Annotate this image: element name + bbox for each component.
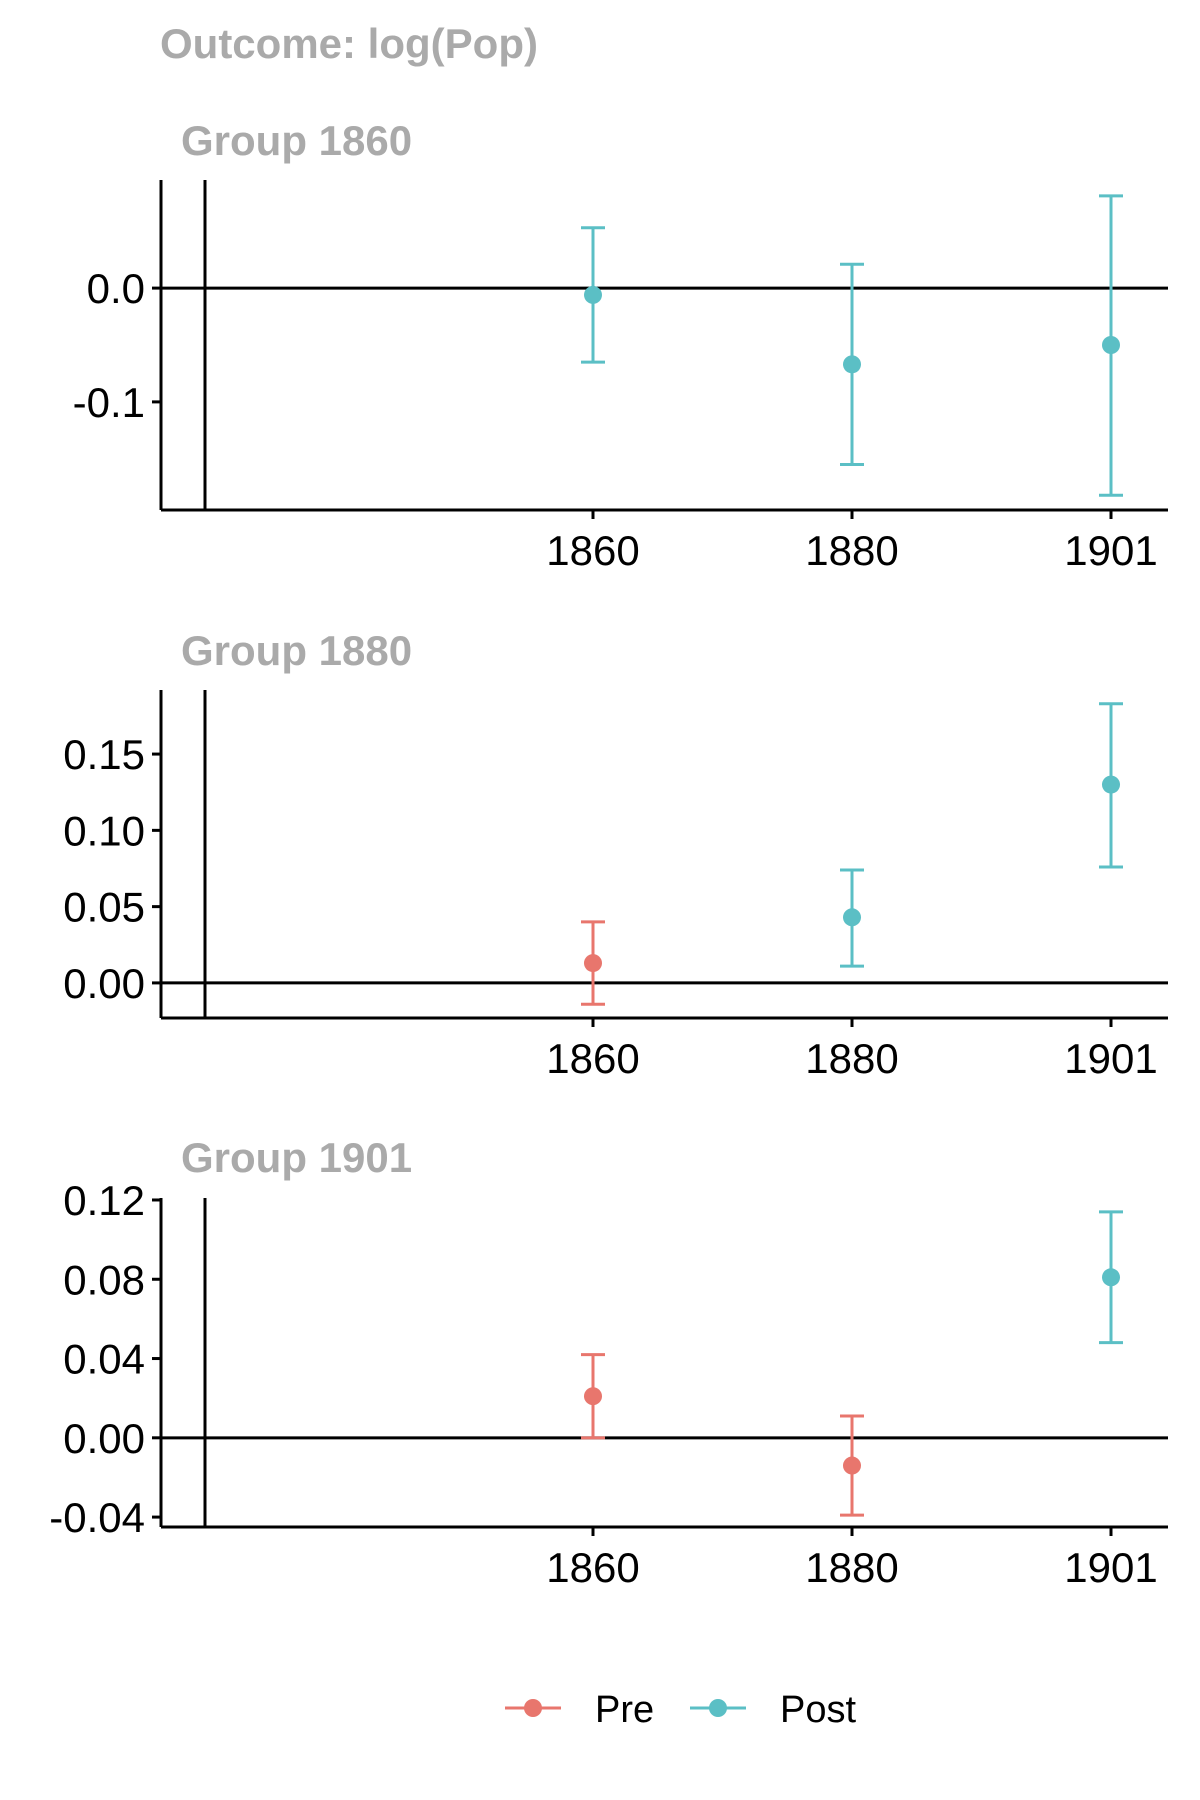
panel-subtitle: Group 1901 <box>181 1134 412 1181</box>
x-tick-label: 1860 <box>546 527 639 574</box>
x-tick-label: 1860 <box>546 1035 639 1082</box>
data-point <box>584 1387 602 1406</box>
figure-title: Outcome: log(Pop) <box>160 20 538 67</box>
y-tick-label: 0.12 <box>63 1177 145 1224</box>
x-tick-label: 1880 <box>805 527 898 574</box>
x-tick-label: 1880 <box>805 1035 898 1082</box>
legend-item-post: Post <box>690 1689 856 1731</box>
panel-3: Group 1901 0.12 0.08 0.04 0.00 -0.04 1860 1880 1… <box>49 1134 1168 1591</box>
x-tick-label: 1901 <box>1064 527 1157 574</box>
data-point <box>843 1456 861 1475</box>
panels: Group 1860 0.0 -0.1 1860 1880 1901 Group 1880 0… <box>49 117 1168 1591</box>
panel-2: Group 1880 0.15 0.10 0.05 0.00 1860 1880 1901 <box>63 627 1168 1082</box>
data-point <box>1102 1268 1120 1287</box>
legend-key-point <box>524 1699 542 1717</box>
y-tick-label: 0.10 <box>63 807 145 854</box>
panel-subtitle: Group 1860 <box>181 117 412 164</box>
y-tick-label: 0.0 <box>87 265 145 312</box>
data-point <box>843 908 861 927</box>
y-tick-label: 0.04 <box>63 1336 145 1383</box>
legend-item-pre: Pre <box>505 1689 654 1731</box>
y-tick-label: 0.08 <box>63 1256 145 1303</box>
x-tick-label: 1880 <box>805 1544 898 1591</box>
legend-label: Pre <box>595 1689 654 1731</box>
legend-label: Post <box>780 1689 856 1731</box>
legend: Pre Post <box>505 1689 856 1731</box>
y-tick-label: 0.05 <box>63 884 145 931</box>
legend-key-point <box>709 1699 727 1717</box>
data-point <box>843 355 861 374</box>
x-tick-label: 1901 <box>1064 1035 1157 1082</box>
data-point <box>1102 336 1120 354</box>
y-tick-label: 0.15 <box>63 731 145 778</box>
data-point <box>584 285 602 304</box>
y-tick-label: -0.04 <box>49 1494 145 1541</box>
y-tick-label: 0.00 <box>63 1415 145 1462</box>
y-tick-label: 0.00 <box>63 960 145 1007</box>
panel-1: Group 1860 0.0 -0.1 1860 1880 1901 <box>73 117 1168 574</box>
x-tick-label: 1901 <box>1064 1544 1157 1591</box>
panel-subtitle: Group 1880 <box>181 627 412 674</box>
x-tick-label: 1860 <box>546 1544 639 1591</box>
data-point <box>1102 775 1120 794</box>
y-tick-label: -0.1 <box>73 379 145 426</box>
data-point <box>584 954 602 973</box>
